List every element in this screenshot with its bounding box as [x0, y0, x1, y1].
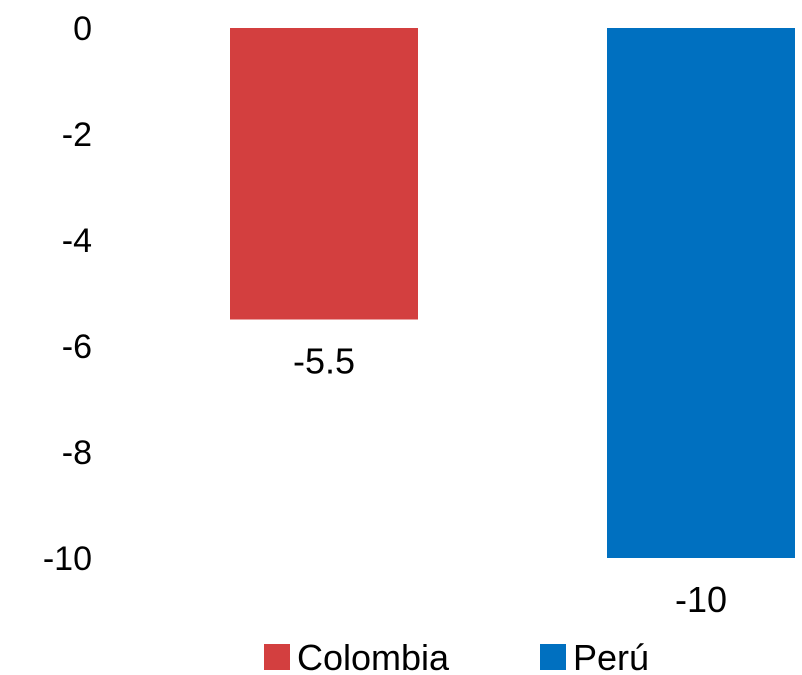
- y-tick-label: -8: [62, 434, 92, 472]
- y-tick-label: -2: [62, 116, 92, 154]
- legend-swatch: [540, 644, 566, 670]
- y-axis: 0 -2 -4 -6 -8 -10: [43, 10, 92, 578]
- legend-label: Perú: [573, 637, 649, 675]
- legend: Colombia Perú: [264, 637, 649, 675]
- data-label: -10: [675, 579, 727, 620]
- legend-label: Colombia: [297, 637, 450, 675]
- bars: [230, 28, 795, 558]
- bar-peru: [607, 28, 795, 558]
- y-tick-label: -4: [62, 222, 92, 260]
- data-label: -5.5: [293, 341, 355, 382]
- legend-swatch: [264, 644, 290, 670]
- y-tick-label: 0: [73, 10, 92, 48]
- bar-colombia: [230, 28, 418, 320]
- data-labels: -5.5 -10: [293, 341, 727, 621]
- y-tick-label: -10: [43, 540, 92, 578]
- y-tick-label: -6: [62, 328, 92, 366]
